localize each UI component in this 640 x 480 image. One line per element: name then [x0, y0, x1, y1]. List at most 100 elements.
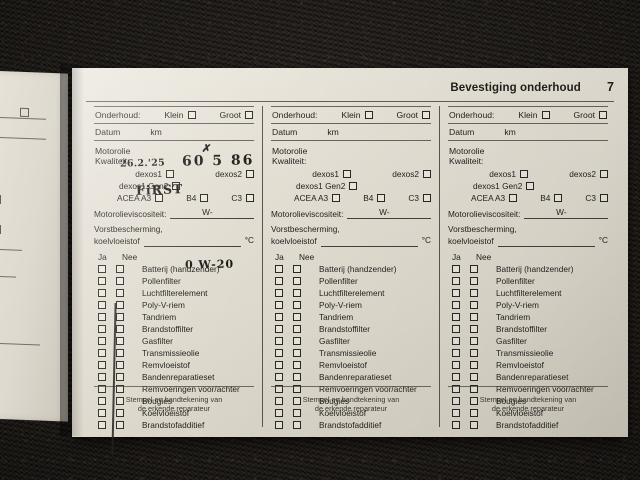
- b4-checkbox[interactable]: [377, 194, 386, 202]
- checklist-nee-checkbox[interactable]: [293, 408, 301, 417]
- checklist-nee-checkbox[interactable]: [470, 264, 478, 273]
- checklist-ja-checkbox[interactable]: [98, 312, 106, 321]
- checklist-nee-checkbox[interactable]: [293, 324, 301, 333]
- checklist-ja-checkbox[interactable]: [452, 276, 460, 285]
- checklist-nee-checkbox[interactable]: [470, 288, 478, 297]
- checklist-nee-checkbox[interactable]: [293, 264, 301, 273]
- viscositeit-input[interactable]: W-: [524, 207, 608, 219]
- acea-a3-option[interactable]: ACEA A3: [471, 193, 518, 203]
- dexos2-option[interactable]: dexos2: [569, 169, 608, 179]
- dexos2-checkbox[interactable]: [600, 170, 608, 178]
- checklist-nee-checkbox[interactable]: [470, 348, 478, 357]
- dexos1-gen2-option[interactable]: dexos1 Gen2: [119, 181, 181, 191]
- checklist-ja-checkbox[interactable]: [275, 348, 283, 357]
- groot-checkbox[interactable]: [245, 111, 253, 119]
- klein-checkbox[interactable]: [364, 111, 373, 119]
- checklist-nee-checkbox[interactable]: [293, 336, 301, 345]
- b4-option[interactable]: B4: [540, 193, 563, 203]
- checklist-ja-checkbox[interactable]: [452, 300, 460, 309]
- checklist-ja-checkbox[interactable]: [452, 408, 460, 417]
- dexos1-option[interactable]: dexos1: [135, 169, 174, 179]
- checklist-ja-checkbox[interactable]: [275, 384, 283, 393]
- acea-a3-option[interactable]: ACEA A3: [294, 193, 341, 203]
- checklist-ja-checkbox[interactable]: [275, 276, 283, 285]
- viscositeit-input[interactable]: W-: [347, 207, 431, 219]
- checklist-ja-checkbox[interactable]: [98, 408, 106, 417]
- vorstbescherming-input[interactable]: [320, 235, 418, 247]
- c3-option[interactable]: C3: [408, 193, 431, 203]
- checklist-ja-checkbox[interactable]: [275, 312, 283, 321]
- checklist-nee-checkbox[interactable]: [293, 420, 301, 429]
- checklist-ja-checkbox[interactable]: [98, 324, 106, 333]
- datum-row[interactable]: Datum km: [271, 124, 431, 140]
- checklist-nee-checkbox[interactable]: [470, 372, 478, 381]
- klein-option[interactable]: Klein: [341, 110, 373, 120]
- checklist-ja-checkbox[interactable]: [452, 384, 460, 393]
- checklist-ja-checkbox[interactable]: [452, 336, 460, 345]
- dexos1-gen2-checkbox[interactable]: [526, 182, 535, 190]
- dexos1-gen2-checkbox[interactable]: [349, 182, 358, 190]
- checklist-nee-checkbox[interactable]: [470, 312, 478, 321]
- checklist-ja-checkbox[interactable]: [452, 396, 460, 405]
- dexos2-option[interactable]: dexos2: [215, 169, 254, 179]
- vorstbescherming-input[interactable]: [497, 235, 595, 247]
- checklist-ja-checkbox[interactable]: [452, 360, 460, 369]
- klein-checkbox[interactable]: [541, 111, 550, 119]
- checklist-nee-checkbox[interactable]: [116, 420, 124, 429]
- checklist-ja-checkbox[interactable]: [98, 348, 106, 357]
- checklist-nee-checkbox[interactable]: [116, 312, 124, 321]
- checklist-nee-checkbox[interactable]: [116, 264, 124, 273]
- c3-checkbox[interactable]: [423, 194, 431, 202]
- checklist-ja-checkbox[interactable]: [275, 372, 283, 381]
- checklist-ja-checkbox[interactable]: [98, 360, 106, 369]
- acea-a3-checkbox[interactable]: [509, 194, 518, 202]
- viscositeit-input[interactable]: W-: [170, 207, 254, 219]
- acea-a3-checkbox[interactable]: [332, 194, 341, 202]
- checklist-ja-checkbox[interactable]: [452, 348, 460, 357]
- dexos1-gen2-option[interactable]: dexos1 Gen2: [473, 181, 535, 191]
- checklist-ja-checkbox[interactable]: [452, 324, 460, 333]
- checklist-ja-checkbox[interactable]: [275, 336, 283, 345]
- dexos1-gen2-checkbox[interactable]: [172, 182, 181, 190]
- checklist-nee-checkbox[interactable]: [293, 300, 301, 309]
- groot-option[interactable]: Groot: [397, 110, 430, 120]
- checklist-nee-checkbox[interactable]: [116, 360, 124, 369]
- dexos1-option[interactable]: dexos1: [489, 169, 528, 179]
- dexos2-checkbox[interactable]: [246, 170, 254, 178]
- checklist-nee-checkbox[interactable]: [293, 384, 301, 393]
- checklist-nee-checkbox[interactable]: [470, 396, 478, 405]
- c3-checkbox[interactable]: [600, 194, 608, 202]
- b4-option[interactable]: B4: [363, 193, 386, 203]
- c3-checkbox[interactable]: [246, 194, 254, 202]
- checklist-nee-checkbox[interactable]: [293, 288, 301, 297]
- checklist-nee-checkbox[interactable]: [293, 372, 301, 381]
- checklist-nee-checkbox[interactable]: [470, 384, 478, 393]
- checklist-nee-checkbox[interactable]: [293, 312, 301, 321]
- b4-checkbox[interactable]: [554, 194, 563, 202]
- acea-a3-checkbox[interactable]: [155, 194, 164, 202]
- checklist-ja-checkbox[interactable]: [452, 420, 460, 429]
- checklist-ja-checkbox[interactable]: [275, 408, 283, 417]
- klein-option[interactable]: Klein: [518, 110, 550, 120]
- checklist-nee-checkbox[interactable]: [470, 300, 478, 309]
- checklist-ja-checkbox[interactable]: [275, 360, 283, 369]
- checklist-ja-checkbox[interactable]: [275, 300, 283, 309]
- dexos1-gen2-option[interactable]: dexos1 Gen2: [296, 181, 358, 191]
- checklist-ja-checkbox[interactable]: [452, 288, 460, 297]
- checklist-nee-checkbox[interactable]: [470, 360, 478, 369]
- checklist-ja-checkbox[interactable]: [98, 276, 106, 285]
- datum-row[interactable]: Datum km: [94, 124, 254, 140]
- checklist-ja-checkbox[interactable]: [98, 396, 106, 405]
- checklist-ja-checkbox[interactable]: [452, 372, 460, 381]
- checklist-nee-checkbox[interactable]: [116, 300, 124, 309]
- klein-checkbox[interactable]: [187, 111, 196, 119]
- checklist-nee-checkbox[interactable]: [116, 372, 124, 381]
- dexos2-checkbox[interactable]: [423, 170, 431, 178]
- checklist-nee-checkbox[interactable]: [116, 288, 124, 297]
- c3-option[interactable]: C3: [585, 193, 608, 203]
- c3-option[interactable]: C3: [231, 193, 254, 203]
- checklist-ja-checkbox[interactable]: [275, 288, 283, 297]
- checklist-nee-checkbox[interactable]: [470, 276, 478, 285]
- groot-option[interactable]: Groot: [220, 110, 253, 120]
- checklist-nee-checkbox[interactable]: [116, 276, 124, 285]
